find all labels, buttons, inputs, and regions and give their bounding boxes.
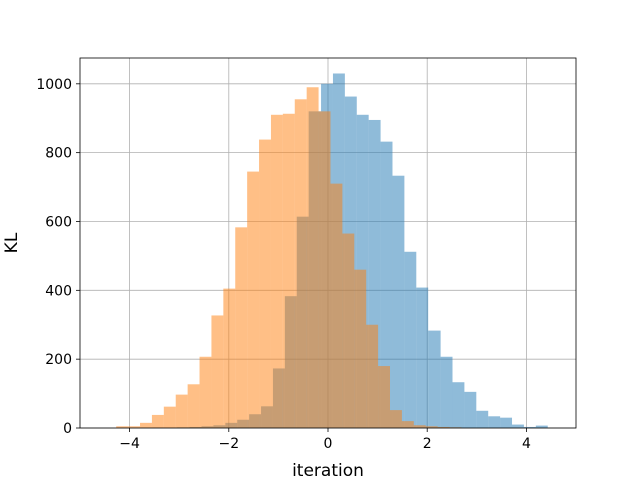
- y-tick-label: 600: [45, 214, 72, 230]
- histogram-bar: [392, 175, 405, 428]
- histogram-bar: [199, 356, 212, 428]
- y-tick-label: 0: [63, 421, 72, 437]
- y-tick-label: 800: [45, 146, 72, 162]
- histogram-bar: [128, 426, 141, 428]
- histogram-bar: [416, 287, 429, 428]
- histogram-bar: [464, 391, 477, 428]
- histogram-bar: [140, 422, 152, 428]
- histogram-bar: [330, 183, 343, 428]
- histogram-bar: [354, 269, 367, 428]
- histogram-bar: [151, 414, 164, 428]
- histogram-bar: [413, 425, 426, 428]
- histogram-bar: [259, 139, 271, 429]
- histogram-bar: [390, 410, 402, 428]
- histogram-bar: [368, 119, 381, 428]
- histogram-bar: [294, 99, 307, 429]
- histogram-bar: [187, 384, 200, 428]
- histogram-bar: [211, 315, 224, 428]
- histogram-bar: [437, 426, 450, 428]
- histogram-bars: [116, 73, 548, 429]
- histogram-bar: [404, 251, 417, 428]
- histogram-bar: [512, 424, 524, 428]
- histogram-bar: [366, 324, 379, 428]
- y-tick-label: 200: [45, 352, 72, 368]
- histogram-bar: [318, 111, 331, 428]
- histogram-bar: [247, 171, 260, 428]
- x-tick-label: 0: [324, 436, 333, 452]
- histogram-bar: [535, 425, 548, 428]
- histogram-bar: [223, 288, 236, 428]
- histogram-bar: [500, 417, 513, 428]
- histogram-bar: [163, 406, 176, 428]
- histogram-bar: [175, 394, 188, 428]
- histogram-bar: [523, 426, 536, 428]
- histogram-series-2: [116, 87, 462, 429]
- histogram-bar: [380, 141, 393, 428]
- y-axis-label: KL: [2, 232, 22, 253]
- histogram-bar: [488, 416, 501, 428]
- y-tick-label: 1000: [36, 77, 72, 93]
- x-tick-label: 2: [423, 436, 432, 452]
- histogram-bar: [116, 426, 129, 428]
- histogram-bar: [270, 114, 283, 428]
- x-axis-label: iteration: [292, 461, 364, 480]
- y-axis-ticks: 0 200 400 600 800 1000: [36, 77, 80, 437]
- histogram-bar: [306, 87, 319, 429]
- x-axis-ticks: −4 −2 0 2 4: [119, 428, 531, 452]
- histogram-bar: [476, 410, 489, 428]
- histogram-bar: [342, 233, 355, 428]
- histogram-bar: [425, 426, 438, 428]
- histogram-bar: [428, 330, 441, 428]
- x-tick-label: −2: [218, 436, 239, 452]
- x-tick-label: −4: [119, 436, 140, 452]
- x-tick-label: 4: [522, 436, 531, 452]
- histogram-bar: [282, 113, 295, 428]
- histogram-bar: [401, 421, 414, 428]
- histogram-bar: [235, 227, 248, 428]
- histogram-bar: [452, 382, 465, 428]
- histogram-bar: [440, 356, 453, 428]
- histogram-bar: [378, 366, 390, 428]
- y-tick-label: 400: [45, 283, 72, 299]
